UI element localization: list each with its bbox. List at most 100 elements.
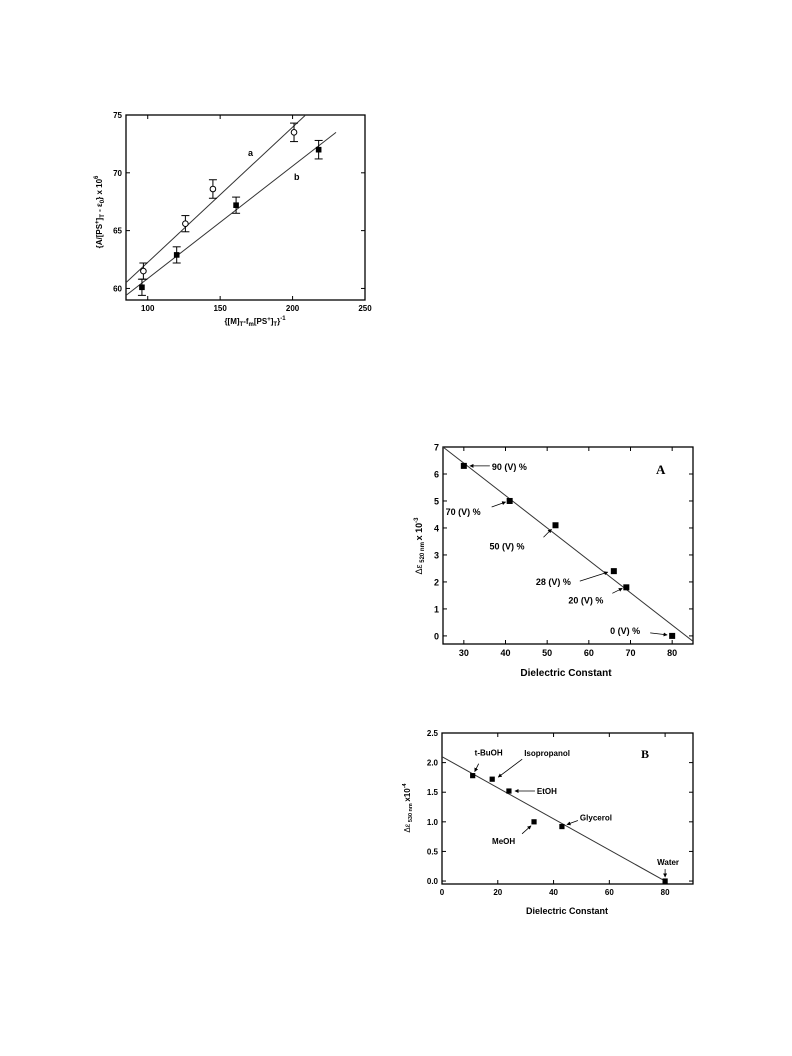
chart-3-point <box>531 819 537 825</box>
chart-2-y-tick-label: 2 <box>434 577 439 587</box>
chart-3-annotation-arrow <box>566 820 579 826</box>
chart-3-fit-line <box>441 756 666 882</box>
chart-1-y-tick-label: 60 <box>113 284 122 293</box>
chart-1-x-tick-label: 150 <box>213 304 227 313</box>
chart-3-annotations: t-BuOH Isopropanol EtOH MeOH Glycerol Water <box>474 749 679 878</box>
chart-3-x-tick-label: 40 <box>549 888 558 897</box>
chart-2-points <box>460 462 676 639</box>
chart-2-x-tick-label: 50 <box>542 648 552 658</box>
chart-3-annotation-label: Isopropanol <box>524 749 570 758</box>
chart-2-y-tick-label: 7 <box>434 443 439 453</box>
chart-2-panel-label: A <box>656 462 666 477</box>
chart-3-point <box>470 773 476 779</box>
chart-1-points <box>137 122 323 296</box>
chart-2-ticks: 30 40 50 60 70 80 0 1 2 3 4 5 6 7 <box>434 443 693 658</box>
chart-1-point-a <box>182 220 189 227</box>
chart-3-point <box>489 776 495 782</box>
chart-2-y-tick-label: 4 <box>434 523 439 533</box>
chart-1-fit-line-b <box>125 131 337 296</box>
chart-2-y-axis-label: Δε 520 nm x 10-3 <box>414 517 426 575</box>
chart-3-y-tick-label: 0.5 <box>427 847 439 856</box>
chart-3-annotation-label: Water <box>657 858 679 867</box>
chart-2-frame <box>442 446 694 645</box>
chart-3-annotation-label: MeOH <box>492 837 515 846</box>
chart-2-point <box>506 497 513 504</box>
chart-2-point <box>552 522 559 529</box>
chart-2-y-tick-label: 1 <box>434 604 439 614</box>
chart-3-annotation-arrow <box>497 758 523 778</box>
chart-2-x-tick-label: 30 <box>459 648 469 658</box>
chart-2-fit-line <box>442 446 694 642</box>
chart-1-fit-lines <box>125 114 337 296</box>
chart-1-series-label-b: b <box>294 172 300 182</box>
chart-3-frame <box>441 732 694 885</box>
chart-1-series-label-a: a <box>248 148 254 158</box>
chart-3-y-tick-label: 0.0 <box>427 877 439 886</box>
chart-1-x-tick-label: 250 <box>358 304 372 313</box>
chart-2-annotation-arrow <box>612 587 623 594</box>
chart-1-point-a <box>209 185 217 193</box>
chart-2-annotation-label: 20 (V) % <box>568 595 603 605</box>
chart-1-x-tick-label: 200 <box>286 304 300 313</box>
chart-2-annotation-arrow <box>579 571 609 582</box>
chart-1-y-tick-label: 75 <box>113 111 122 120</box>
chart-2-y-tick-label: 5 <box>434 496 439 506</box>
chart-1-x-axis-label: {[M]T-fm[PS+]T}-1 <box>224 316 286 328</box>
chart-1-point-b <box>139 284 145 291</box>
chart-2-annotation-arrow <box>491 501 507 508</box>
chart-2-annotation-label: 90 (V) % <box>492 462 527 472</box>
chart-2-annotations: 90 (V) % 70 (V) % 50 (V) % 28 (V) % 20 (V) %… <box>446 462 668 637</box>
chart-2-x-axis-label: Dielectric Constant <box>520 668 612 679</box>
chart-1-ticks: 100 150 200 250 60 65 70 75 <box>113 111 372 313</box>
chart-1-point-a <box>140 267 147 275</box>
chart-1-fit-line-a <box>125 114 306 284</box>
chart-2-annotation-label: 0 (V) % <box>610 626 640 636</box>
chart-1-y-tick-label: 65 <box>113 227 122 236</box>
chart-3-annotation-label: EtOH <box>537 787 557 796</box>
chart-1-frame <box>125 114 366 301</box>
chart-2-y-tick-label: 0 <box>434 631 439 641</box>
chart-3-annotation-arrow <box>474 763 480 772</box>
chart-3: 0 20 40 60 80 0.0 0.5 1.0 1.5 2.0 2.5 t-BuOH Isopro… <box>402 729 694 916</box>
chart-2-x-tick-label: 40 <box>500 648 510 658</box>
chart-3-fit-line <box>441 756 666 882</box>
chart-2-x-tick-label: 60 <box>584 648 594 658</box>
chart-3-annotation-label: t-BuOH <box>475 749 503 758</box>
chart-2-fit-line <box>442 446 694 642</box>
chart-3-point <box>662 878 668 884</box>
chart-2-annotation-label: 70 (V) % <box>446 507 481 517</box>
chart-3-y-tick-label: 2.5 <box>427 729 439 738</box>
chart-3-y-tick-label: 1.5 <box>427 788 439 797</box>
chart-3-x-tick-label: 0 <box>440 888 445 897</box>
chart-2: 30 40 50 60 70 80 0 1 2 3 4 5 6 7 90 (V) % 70 (V) % 50 … <box>414 443 694 679</box>
chart-3-x-tick-label: 60 <box>605 888 614 897</box>
chart-3-x-tick-label: 20 <box>493 888 502 897</box>
chart-1-point-b <box>173 252 180 258</box>
chart-3-y-tick-label: 2.0 <box>427 759 439 768</box>
chart-2-y-tick-label: 6 <box>434 469 439 479</box>
chart-1-x-tick-label: 100 <box>141 304 155 313</box>
chart-1-y-tick-label: 70 <box>113 169 122 178</box>
chart-3-x-axis-label: Dielectric Constant <box>526 906 608 916</box>
chart-3-y-axis-label: Δε 530 nm x10-4 <box>402 782 414 832</box>
chart-2-point <box>623 584 630 591</box>
chart-3-y-tick-label: 1.0 <box>427 818 439 827</box>
chart-2-annotation-arrow <box>650 632 668 637</box>
chart-2-y-tick-label: 3 <box>434 550 439 560</box>
chart-1-point-b <box>233 202 239 208</box>
chart-3-x-tick-label: 80 <box>661 888 670 897</box>
chart-1-point-b <box>315 146 322 153</box>
chart-3-points <box>470 773 668 884</box>
chart-2-x-tick-label: 80 <box>667 648 677 658</box>
chart-3-panel-label: B <box>641 747 649 761</box>
chart-2-annotation-arrow <box>543 528 552 538</box>
chart-3-annotation-arrow <box>521 825 532 835</box>
chart-2-x-tick-label: 70 <box>625 648 635 658</box>
chart-2-annotation-label: 50 (V) % <box>490 541 525 551</box>
chart-1-point-a <box>290 129 298 136</box>
chart-2-point <box>610 568 617 575</box>
chart-2-point <box>460 462 467 469</box>
chart-3-point <box>559 823 565 830</box>
chart-1: 100 150 200 250 60 65 70 75 a b {[M]T-fm[PS+]T}… <box>94 111 372 328</box>
